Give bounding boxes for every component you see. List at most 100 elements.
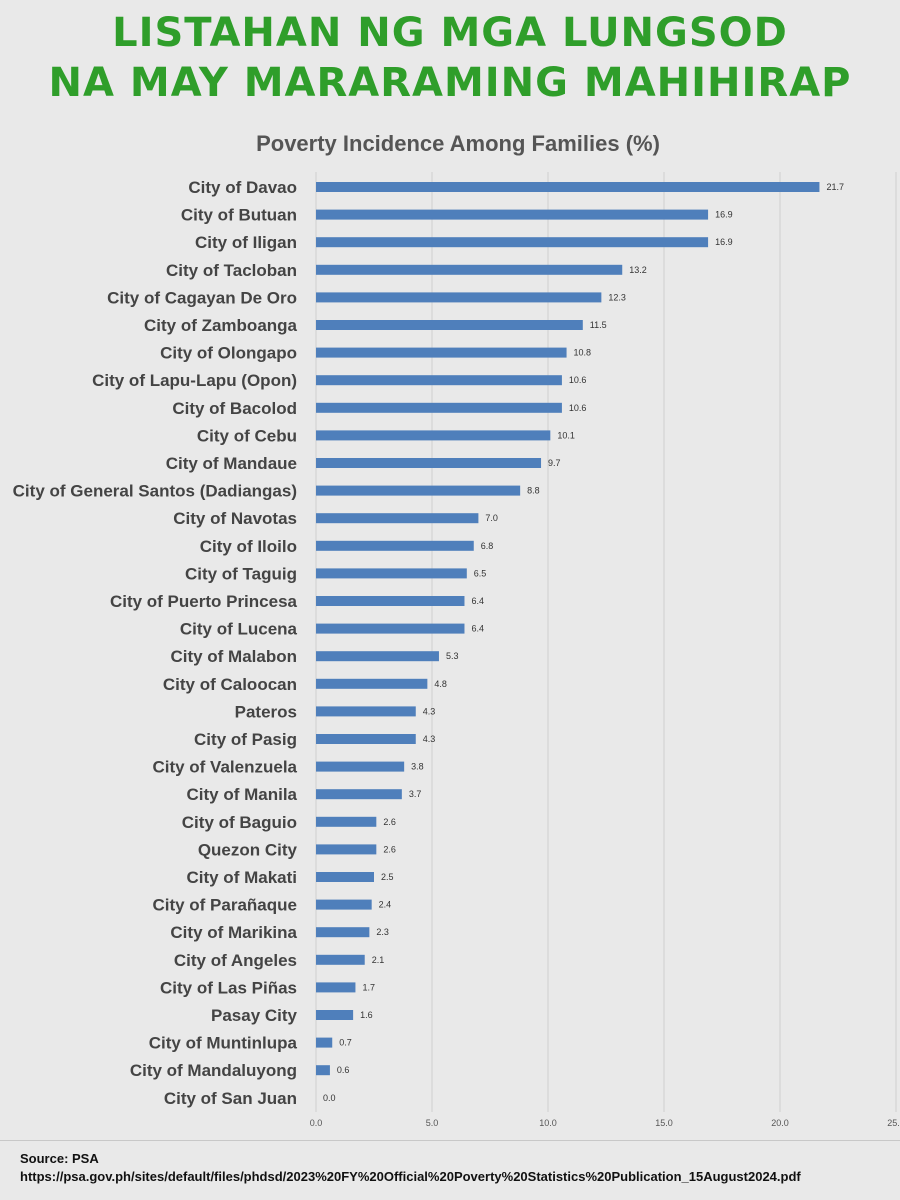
category-label: City of Lapu-Lapu (Opon): [92, 371, 297, 390]
value-label: 6.5: [474, 568, 487, 578]
value-label: 9.7: [548, 458, 561, 468]
category-label: City of Davao: [188, 178, 297, 197]
bar: [316, 209, 709, 220]
category-label: City of Olongapo: [160, 344, 297, 363]
value-label: 11.5: [590, 320, 607, 330]
bar: [316, 347, 567, 358]
value-label: 6.4: [471, 624, 484, 634]
bar: [316, 485, 521, 496]
category-label: City of Manila: [186, 785, 297, 804]
category-label: Pateros: [235, 702, 297, 721]
category-label: City of San Juan: [164, 1089, 297, 1108]
value-label: 4.8: [434, 679, 447, 689]
value-label: 3.7: [409, 789, 422, 799]
category-label: City of Taguig: [185, 564, 297, 583]
value-label: 10.6: [569, 375, 587, 385]
category-label: City of Tacloban: [166, 261, 297, 280]
category-labels: City of Davao City of Butuan City of Iliga…: [13, 178, 298, 1108]
poverty-bar-chart: Poverty Incidence Among Families (%) Cit…: [13, 131, 900, 1128]
bar: [316, 872, 374, 882]
bar: [316, 1037, 333, 1048]
bar: [316, 761, 405, 772]
bar: [316, 651, 439, 662]
category-label: Pasay City: [211, 1006, 298, 1025]
value-label: 2.6: [383, 844, 396, 854]
category-label: City of Muntinlupa: [149, 1034, 298, 1053]
x-tick-label: 10.0: [539, 1118, 557, 1128]
category-label: City of Marikina: [170, 923, 297, 942]
category-label: City of Butuan: [181, 206, 297, 225]
x-tick-label: 15.0: [655, 1118, 673, 1128]
value-label: 10.1: [557, 430, 575, 440]
headline-line-2: NA MAY MARARAMING MAHIHIRAP: [48, 60, 852, 106]
footer-divider: [0, 1140, 900, 1141]
category-label: City of Angeles: [174, 951, 297, 970]
gridlines: [315, 172, 897, 1112]
source-label: Source: PSA: [20, 1151, 99, 1166]
bar: [316, 1010, 354, 1020]
bar: [316, 568, 467, 579]
x-tick-label: 0.0: [310, 1118, 323, 1128]
value-label: 3.8: [411, 762, 424, 772]
category-label: City of Las Piñas: [160, 978, 297, 997]
category-label: City of Iloilo: [200, 537, 297, 556]
category-label: City of Cebu: [197, 426, 297, 445]
bar: [316, 706, 416, 717]
category-label: City of Navotas: [173, 509, 297, 528]
value-label: 0.0: [323, 1093, 336, 1103]
bar: [316, 789, 402, 800]
value-label: 10.8: [574, 348, 592, 358]
bar: [316, 596, 465, 606]
bar: [316, 982, 356, 993]
chart-title: Poverty Incidence Among Families (%): [256, 131, 660, 156]
value-label: 10.6: [569, 403, 587, 413]
category-label: City of General Santos (Dadiangas): [13, 482, 297, 501]
bar: [316, 734, 416, 744]
category-label: City of Mandaluyong: [130, 1061, 297, 1080]
x-tick-label: 5.0: [426, 1118, 439, 1128]
bar: [316, 954, 365, 965]
category-label: City of Valenzuela: [152, 758, 297, 777]
x-tick-label: 20.0: [771, 1118, 789, 1128]
value-label: 4.3: [423, 734, 436, 744]
category-label: Quezon City: [198, 840, 298, 859]
category-label: City of Iligan: [195, 233, 297, 252]
category-label: City of Puerto Princesa: [110, 592, 298, 611]
bar: [316, 927, 370, 938]
bars: [316, 182, 820, 1076]
value-label: 2.1: [372, 955, 385, 965]
bar: [316, 375, 562, 386]
value-label: 1.7: [362, 982, 375, 992]
source-url[interactable]: https://psa.gov.ph/sites/default/files/p…: [20, 1169, 801, 1184]
value-label: 16.9: [715, 210, 733, 220]
bar: [316, 182, 820, 192]
value-label: 12.3: [608, 292, 626, 302]
value-label: 0.6: [337, 1065, 350, 1075]
value-label: 2.5: [381, 872, 394, 882]
category-label: City of Malabon: [170, 647, 297, 666]
x-tick-label: 25.0: [887, 1118, 900, 1128]
value-label: 8.8: [527, 486, 540, 496]
bar: [316, 844, 377, 855]
bar: [316, 540, 474, 551]
category-label: City of Parañaque: [152, 896, 297, 915]
x-axis-tick-labels: 0.0 5.0 10.0 15.0 20.0 25.0: [310, 1118, 900, 1128]
bar: [316, 264, 623, 275]
category-label: City of Bacolod: [172, 399, 297, 418]
bar: [316, 430, 551, 441]
value-label: 5.3: [446, 651, 459, 661]
value-label: 21.7: [826, 182, 844, 192]
headline-line-1: LISTAHAN NG MGA LUNGSOD: [112, 10, 788, 56]
value-label: 0.7: [339, 1038, 352, 1048]
category-label: City of Cagayan De Oro: [107, 288, 297, 307]
value-label: 1.6: [360, 1010, 373, 1020]
headline: LISTAHAN NG MGA LUNGSOD NA MAY MARARAMIN…: [0, 8, 900, 108]
bar: [316, 402, 562, 413]
category-label: City of Baguio: [182, 813, 297, 832]
value-labels: 21.7 16.9 16.9 13.2 12.3 11.5 10.8 10.6 10.6 10.1…: [323, 182, 844, 1103]
value-label: 2.3: [376, 927, 389, 937]
bar: [316, 513, 479, 524]
source-note: Source: PSA https://psa.gov.ph/sites/def…: [20, 1150, 801, 1186]
value-label: 2.6: [383, 817, 396, 827]
category-label: City of Mandaue: [166, 454, 297, 473]
